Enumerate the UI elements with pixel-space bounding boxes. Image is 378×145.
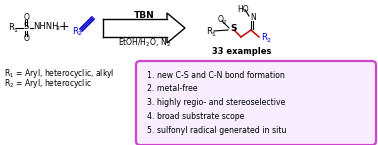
Text: 1: 1 bbox=[212, 32, 215, 37]
Text: 2: 2 bbox=[55, 27, 59, 31]
Text: R$_2$ = Aryl, heterocyclic: R$_2$ = Aryl, heterocyclic bbox=[4, 77, 92, 90]
Text: EtOH/H$_2$O, N$_2$: EtOH/H$_2$O, N$_2$ bbox=[118, 37, 170, 49]
Text: 2: 2 bbox=[77, 31, 82, 36]
Text: S: S bbox=[23, 22, 28, 31]
Text: TBN: TBN bbox=[134, 11, 154, 20]
Text: O: O bbox=[23, 12, 29, 21]
Text: 1. new C-S and C-N bond formation: 1. new C-S and C-N bond formation bbox=[147, 70, 285, 79]
Text: +: + bbox=[59, 20, 69, 33]
Text: 5. sulfonyl radical generated in situ: 5. sulfonyl radical generated in situ bbox=[147, 126, 287, 135]
Text: 3. highly regio- and stereoselective: 3. highly regio- and stereoselective bbox=[147, 98, 285, 107]
Polygon shape bbox=[167, 13, 185, 43]
Text: O: O bbox=[218, 16, 224, 25]
FancyBboxPatch shape bbox=[136, 61, 376, 145]
Text: 1: 1 bbox=[14, 28, 17, 33]
Text: R: R bbox=[72, 27, 78, 36]
Text: R$_1$ = Aryl, heterocyclic, alkyl: R$_1$ = Aryl, heterocyclic, alkyl bbox=[4, 67, 115, 79]
Text: 2: 2 bbox=[266, 38, 271, 42]
Text: R: R bbox=[8, 23, 14, 32]
Text: O: O bbox=[23, 34, 29, 43]
Text: R: R bbox=[261, 33, 267, 42]
Text: HO: HO bbox=[237, 4, 249, 13]
Text: R: R bbox=[206, 28, 212, 37]
Text: N: N bbox=[250, 12, 256, 21]
Text: NHNH: NHNH bbox=[33, 22, 59, 31]
Text: S: S bbox=[230, 24, 237, 33]
Text: 33 examples: 33 examples bbox=[212, 48, 272, 57]
Text: 4. broad substrate scope: 4. broad substrate scope bbox=[147, 112, 244, 121]
Text: 2: 2 bbox=[223, 20, 226, 25]
Text: 2. metal-free: 2. metal-free bbox=[147, 84, 198, 93]
